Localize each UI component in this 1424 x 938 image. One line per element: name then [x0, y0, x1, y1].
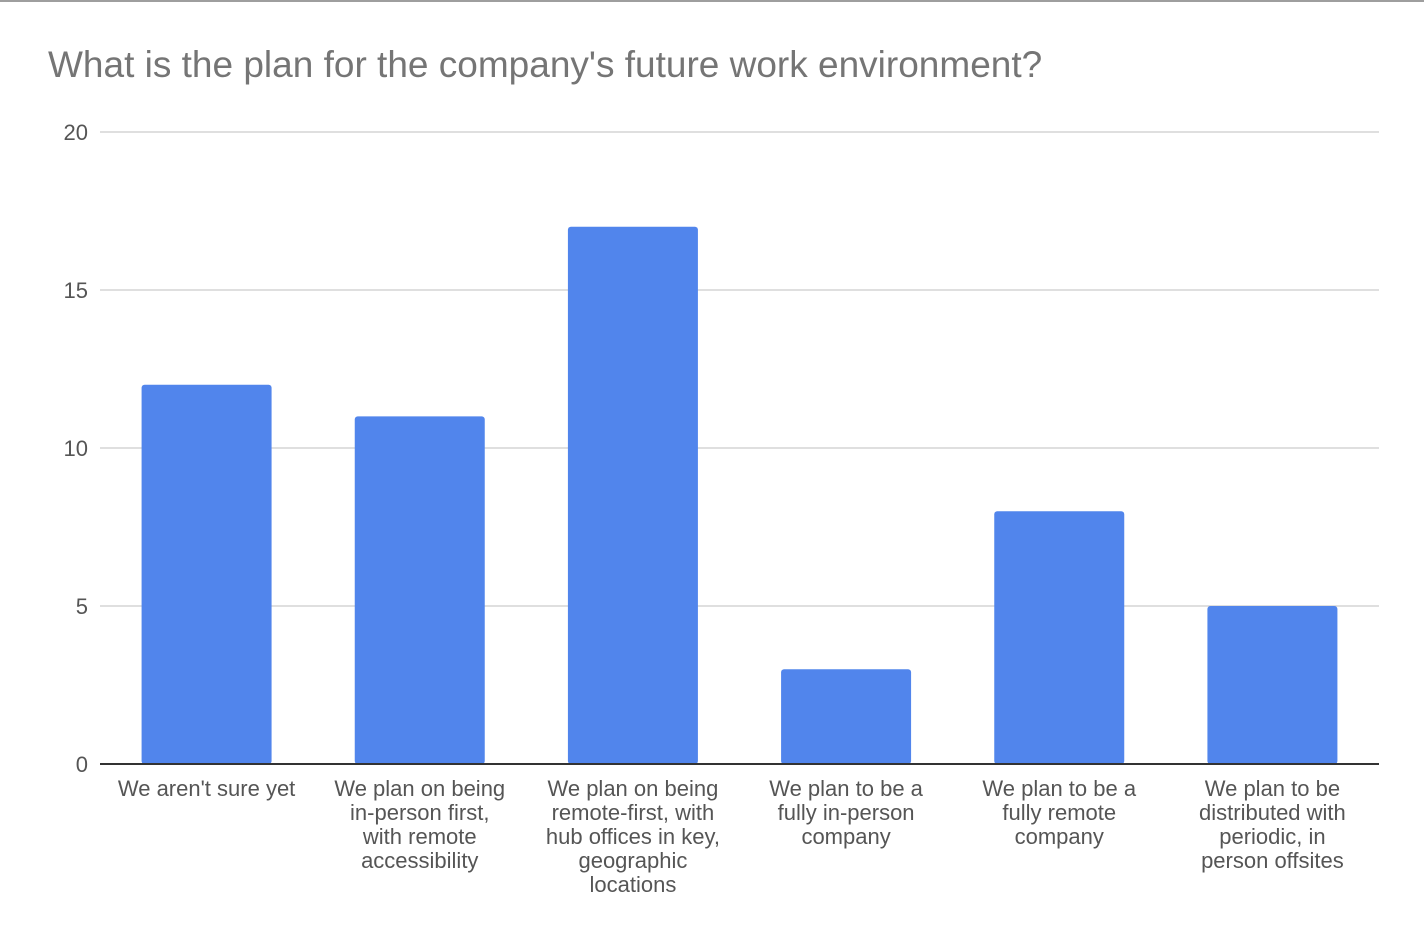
x-tick-label-line: with remote	[362, 824, 477, 849]
x-tick-label: We plan to be a fully remote company	[982, 776, 1136, 849]
top-border	[0, 0, 1424, 2]
y-tick-label: 0	[76, 752, 88, 777]
x-tick-label: We aren't sure yet	[118, 776, 295, 801]
x-tick-label-line: accessibility	[361, 848, 478, 873]
bar	[567, 226, 698, 765]
x-tick-label: We plan to be distributed with periodic, i…	[1199, 776, 1346, 873]
x-tick-label-line: company	[1015, 824, 1104, 849]
x-tick-label-line: distributed with	[1199, 800, 1346, 825]
bar	[354, 416, 485, 764]
bar	[994, 511, 1125, 764]
bar	[1207, 606, 1338, 764]
y-tick-label: 20	[64, 120, 88, 145]
x-tick-label-line: company	[801, 824, 890, 849]
y-tick-label: 5	[76, 594, 88, 619]
x-tick-label: We plan to be a fully in-person company	[769, 776, 923, 849]
x-tick-label-line: We plan to be a	[982, 776, 1136, 801]
bar	[781, 669, 912, 764]
x-tick-label-line: person offsites	[1201, 848, 1344, 873]
x-tick-label-line: geographic	[578, 848, 687, 873]
y-tick-label: 15	[64, 278, 88, 303]
x-tick-label-line: in-person first,	[350, 800, 489, 825]
x-tick-label-line: fully in-person	[778, 800, 915, 825]
x-tick-label-line: We aren't sure yet	[118, 776, 295, 801]
bar	[141, 384, 272, 764]
x-tick-label-line: locations	[589, 872, 676, 897]
x-tick-label-line: We plan to be a	[769, 776, 923, 801]
x-tick-label-line: We plan on being	[547, 776, 718, 801]
x-tick-label-line: periodic, in	[1219, 824, 1325, 849]
x-tick-label-line: remote-first, with	[552, 800, 715, 825]
x-tick-label-line: We plan on being	[334, 776, 505, 801]
y-tick-label: 10	[64, 436, 88, 461]
x-tick-label-line: hub offices in key,	[546, 824, 720, 849]
x-tick-label: We plan on being remote-first, with hub of…	[546, 776, 720, 897]
x-tick-label: We plan on being in-person first, with rem…	[334, 776, 505, 873]
x-tick-label-line: fully remote	[1002, 800, 1116, 825]
x-tick-label-line: We plan to be	[1205, 776, 1340, 801]
chart-title: What is the plan for the company's futur…	[48, 44, 1043, 85]
